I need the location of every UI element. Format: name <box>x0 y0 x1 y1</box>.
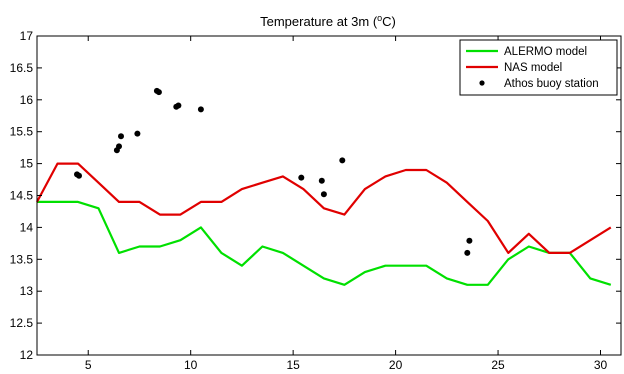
x-tick-label: 25 <box>491 358 505 372</box>
legend-label-athos-buoy-station: Athos buoy station <box>504 78 599 90</box>
y-tick-label: 17 <box>20 29 34 43</box>
data-point-athos-buoy-station <box>175 102 182 109</box>
data-point-athos-buoy-station <box>134 130 141 137</box>
data-point-athos-buoy-station <box>197 106 204 113</box>
data-point-athos-buoy-station <box>76 172 82 179</box>
y-tick-label: 16 <box>20 93 34 107</box>
series-layer <box>36 87 612 286</box>
x-tick-label: 15 <box>286 358 300 372</box>
chart-title-suffix: C) <box>382 14 396 29</box>
series-line-alermo-model <box>37 200 612 286</box>
legend-swatch-athos-buoy-station <box>479 80 485 86</box>
y-tick-label: 12.5 <box>10 316 34 330</box>
x-tick-label: 10 <box>184 358 198 372</box>
data-point-athos-buoy-station <box>318 177 325 184</box>
y-tick-label: 13.5 <box>10 252 34 266</box>
legend: ALERMO model NAS model Athos buoy station <box>459 39 618 96</box>
data-point-athos-buoy-station <box>320 191 327 198</box>
y-tick-label: 13 <box>20 284 34 298</box>
data-point-athos-buoy-station <box>464 249 471 256</box>
y-tick-label: 14 <box>20 220 34 234</box>
x-tick-label: 20 <box>389 358 403 372</box>
axes-layer: 5 10 15 20 25 30 12 12.5 13 13.5 14 14.5 15 15.5 16 16.… <box>10 29 622 372</box>
y-tick-label: 15 <box>20 157 34 171</box>
y-tick-label: 15.5 <box>10 125 34 139</box>
x-tick-label: 30 <box>594 358 608 372</box>
chart-title-main: Temperature at 3m ( <box>260 14 378 29</box>
chart-title-sup: o <box>377 13 382 23</box>
legend-label-nas-model: NAS model <box>504 62 562 74</box>
legend-label-alermo-model: ALERMO model <box>504 46 587 58</box>
data-point-athos-buoy-station <box>339 157 346 164</box>
data-point-athos-buoy-station <box>118 133 124 140</box>
data-point-athos-buoy-station <box>298 174 305 181</box>
data-point-athos-buoy-station <box>116 143 122 150</box>
y-tick-label: 12 <box>20 348 34 362</box>
x-tick-label: 5 <box>85 358 92 372</box>
y-tick-label: 16.5 <box>10 61 34 75</box>
chart-title: Temperature at 3m (oC) <box>260 13 396 29</box>
y-tick-label: 14.5 <box>10 189 34 203</box>
data-point-athos-buoy-station <box>466 237 473 244</box>
data-point-athos-buoy-station <box>155 89 162 96</box>
series-line-nas-model <box>36 162 612 254</box>
